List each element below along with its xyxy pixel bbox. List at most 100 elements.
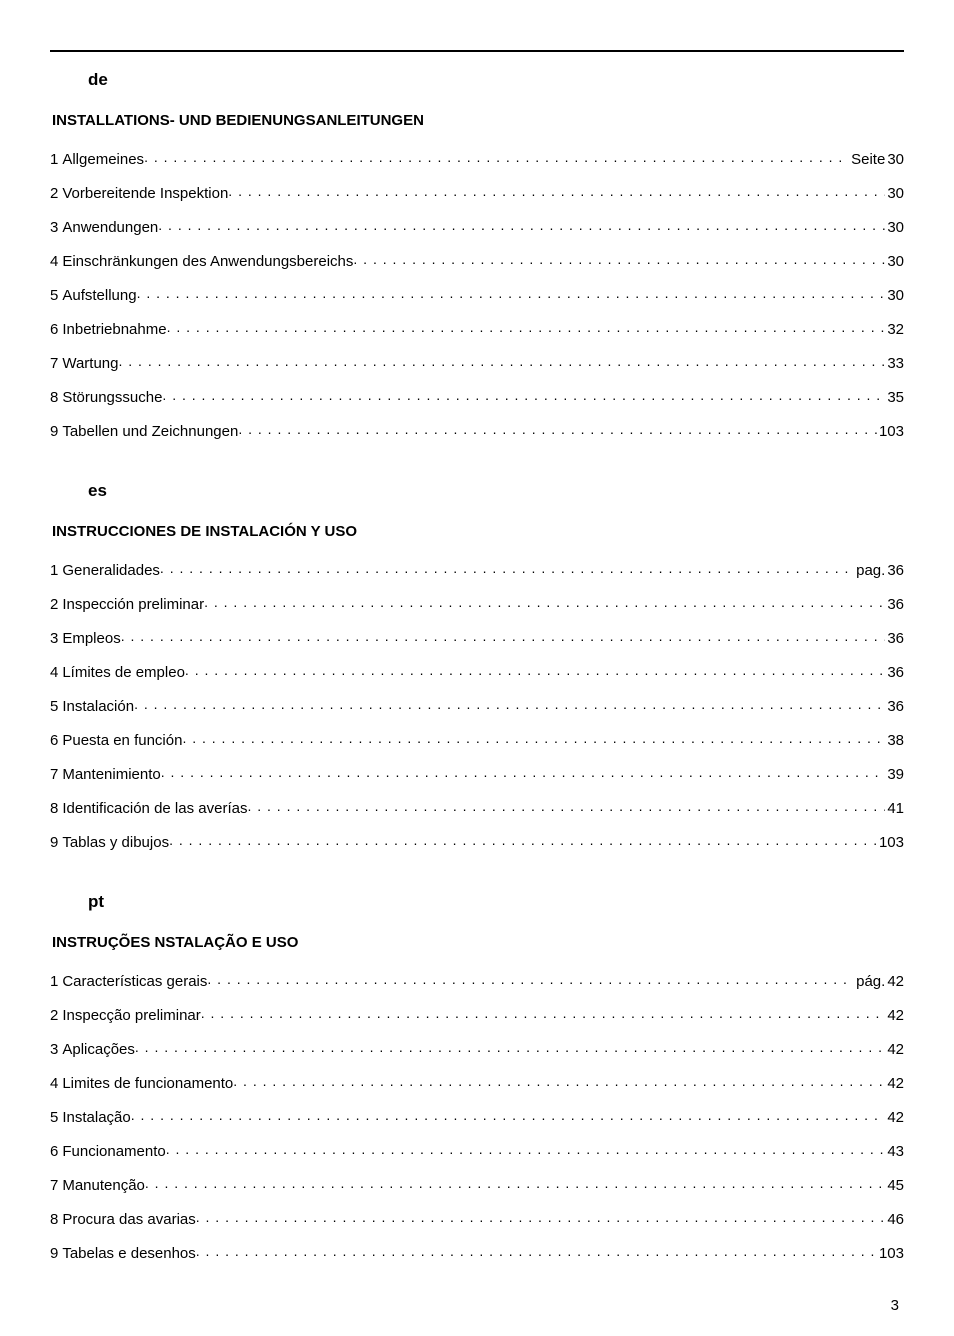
toc-entry-number: 7 <box>50 355 62 373</box>
toc-entry-page: 35 <box>885 389 904 407</box>
toc-entry-number: 2 <box>50 596 62 614</box>
toc-leader-dots <box>182 730 885 745</box>
language-code: pt <box>88 892 904 912</box>
toc-entry-page: 36 <box>885 562 904 580</box>
toc-entry-label: Vorbereitende Inspektion <box>62 185 228 203</box>
language-code: de <box>88 70 904 90</box>
toc-entry-label: Tabellen und Zeichnungen <box>62 423 238 441</box>
toc-entry-number: 8 <box>50 800 62 818</box>
toc-entry-page: 42 <box>885 1041 904 1059</box>
toc-entry-number: 1 <box>50 562 62 580</box>
toc-leader-dots <box>201 1005 886 1020</box>
toc-entry-number: 4 <box>50 1075 62 1093</box>
toc-entry-label: Características gerais <box>62 973 207 991</box>
toc-row: 1 Características gerais pág. 42 <box>50 971 904 991</box>
toc-row: 9 Tablas y dibujos 103 <box>50 832 904 852</box>
toc-entry-label: Generalidades <box>62 562 160 580</box>
toc-entry-number: 3 <box>50 630 62 648</box>
section-title: INSTRUCCIONES DE INSTALACIÓN Y USO <box>52 523 904 540</box>
toc-entry-number: 6 <box>50 1143 62 1161</box>
toc-entry-number: 9 <box>50 834 62 852</box>
toc-entry-page: 41 <box>885 800 904 818</box>
toc-entry-label: Funcionamento <box>62 1143 165 1161</box>
toc-entry-number: 6 <box>50 732 62 750</box>
toc-entry-label: Identificación de las averías <box>62 800 247 818</box>
toc-page-prefix: Seite <box>849 151 885 169</box>
toc-row: 9 Tabellen und Zeichnungen 103 <box>50 421 904 441</box>
toc-row: 9 Tabelas e desenhos 103 <box>50 1243 904 1263</box>
toc-leader-dots <box>196 1243 877 1258</box>
toc-entry-number: 5 <box>50 1109 62 1127</box>
toc-entry-label: Límites de empleo <box>62 664 185 682</box>
toc-entry-label: Inspecção preliminar <box>62 1007 200 1025</box>
toc-entry-number: 2 <box>50 185 62 203</box>
toc-entry-page: 33 <box>885 355 904 373</box>
toc-entry-page: 42 <box>885 1109 904 1127</box>
section-title: INSTALLATIONS- UND BEDIENUNGSANLEITUNGEN <box>52 112 904 129</box>
toc-leader-dots <box>204 594 885 609</box>
toc-leader-dots <box>160 560 854 575</box>
toc-entry-label: Störungssuche <box>62 389 162 407</box>
toc-entry-page: 103 <box>877 423 904 441</box>
toc-leader-dots <box>196 1209 886 1224</box>
toc-container: de INSTALLATIONS- UND BEDIENUNGSANLEITUNG… <box>50 70 904 1263</box>
toc-entry-label: Anwendungen <box>62 219 158 237</box>
toc-entry-number: 8 <box>50 1211 62 1229</box>
toc-row: 6 Funcionamento 43 <box>50 1141 904 1161</box>
toc-entry-page: 36 <box>885 664 904 682</box>
toc-row: 5 Instalación 36 <box>50 696 904 716</box>
toc-row: 2 Vorbereitende Inspektion 30 <box>50 183 904 203</box>
toc-entry-page: 103 <box>877 1245 904 1263</box>
toc-entry-page: 45 <box>885 1177 904 1195</box>
toc-leader-dots <box>233 1073 885 1088</box>
toc-entry-page: 38 <box>885 732 904 750</box>
toc-entry-number: 1 <box>50 151 62 169</box>
toc-leader-dots <box>228 183 885 198</box>
toc-row: 8 Identificación de las averías 41 <box>50 798 904 818</box>
toc-entry-page: 36 <box>885 698 904 716</box>
toc-entry-label: Inspección preliminar <box>62 596 204 614</box>
toc-leader-dots <box>207 971 854 986</box>
toc-entry-number: 5 <box>50 287 62 305</box>
toc-entry-page: 32 <box>885 321 904 339</box>
toc-entry-page: 36 <box>885 630 904 648</box>
toc-entry-label: Empleos <box>62 630 120 648</box>
toc-section: esINSTRUCCIONES DE INSTALACIÓN Y USO1 Ge… <box>50 481 904 852</box>
toc-entry-number: 3 <box>50 1041 62 1059</box>
toc-leader-dots <box>238 421 877 436</box>
toc-entry-number: 7 <box>50 1177 62 1195</box>
toc-row: 8 Procura das avarias 46 <box>50 1209 904 1229</box>
toc-entry-number: 3 <box>50 219 62 237</box>
toc-entry-number: 8 <box>50 389 62 407</box>
toc-entry-label: Mantenimiento <box>62 766 160 784</box>
toc-entry-label: Aufstellung <box>62 287 136 305</box>
toc-entry-number: 7 <box>50 766 62 784</box>
toc-entry-number: 2 <box>50 1007 62 1025</box>
toc-row: 8 Störungssuche 35 <box>50 387 904 407</box>
toc-leader-dots <box>166 1141 886 1156</box>
toc-leader-dots <box>131 1107 886 1122</box>
toc-leader-dots <box>137 285 886 300</box>
toc-entry-page: 30 <box>885 185 904 203</box>
toc-row: 2 Inspecção preliminar 42 <box>50 1005 904 1025</box>
toc-leader-dots <box>162 387 885 402</box>
toc-leader-dots <box>144 149 849 164</box>
toc-row: 2 Inspección preliminar 36 <box>50 594 904 614</box>
toc-row: 3 Empleos 36 <box>50 628 904 648</box>
toc-row: 7 Mantenimiento 39 <box>50 764 904 784</box>
toc-page-prefix: pág. <box>854 973 885 991</box>
toc-entry-page: 42 <box>885 1075 904 1093</box>
toc-row: 4 Einschränkungen des Anwendungsbereichs… <box>50 251 904 271</box>
toc-entry-label: Inbetriebnahme <box>62 321 166 339</box>
toc-leader-dots <box>118 353 885 368</box>
toc-row: 3 Aplicações 42 <box>50 1039 904 1059</box>
toc-entry-label: Limites de funcionamento <box>62 1075 233 1093</box>
toc-leader-dots <box>167 319 886 334</box>
page-number: 3 <box>891 1297 899 1314</box>
toc-leader-dots <box>247 798 885 813</box>
toc-entry-number: 4 <box>50 253 62 271</box>
toc-row: 6 Puesta en función 38 <box>50 730 904 750</box>
toc-entry-label: Manutenção <box>62 1177 145 1195</box>
toc-row: 6 Inbetriebnahme 32 <box>50 319 904 339</box>
toc-entry-label: Puesta en función <box>62 732 182 750</box>
